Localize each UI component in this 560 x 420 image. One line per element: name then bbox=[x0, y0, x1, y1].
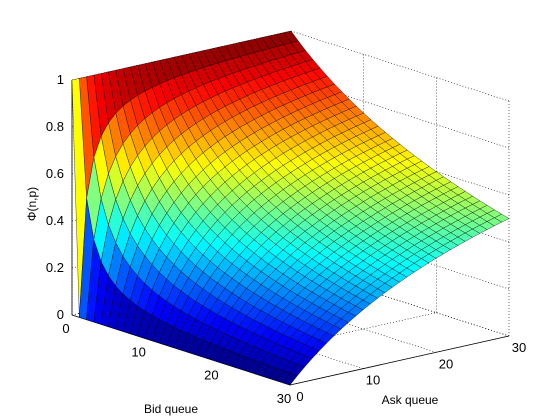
y-tick-label: 10 bbox=[366, 373, 380, 388]
z-tick-label: 1 bbox=[57, 72, 64, 87]
y-tick-label: 20 bbox=[439, 356, 453, 371]
z-axis-label: Φ(n,p) bbox=[25, 187, 39, 221]
axis-line bbox=[289, 335, 510, 386]
z-tick-label: 0.6 bbox=[46, 166, 64, 181]
x-tick-label: 30 bbox=[277, 391, 291, 406]
z-tick-label: 0.2 bbox=[46, 260, 64, 275]
y-tick-label: 30 bbox=[512, 340, 526, 355]
x-tick-label: 0 bbox=[62, 321, 69, 336]
surface-cell bbox=[282, 372, 298, 386]
gridline bbox=[290, 265, 510, 337]
z-tick-label: 0.8 bbox=[46, 119, 64, 134]
surface-mesh bbox=[71, 30, 510, 386]
y-tick-label: 0 bbox=[296, 389, 303, 404]
y-axis-label: Ask queue bbox=[382, 393, 439, 407]
gridline bbox=[290, 77, 510, 149]
z-tick-label: 0.4 bbox=[46, 213, 64, 228]
z-tick-label: 0 bbox=[57, 307, 64, 322]
x-tick-label: 20 bbox=[204, 368, 218, 383]
x-tick-label: 10 bbox=[131, 344, 145, 359]
gridline bbox=[290, 30, 510, 102]
x-axis-label: Bid queue bbox=[144, 402, 198, 416]
